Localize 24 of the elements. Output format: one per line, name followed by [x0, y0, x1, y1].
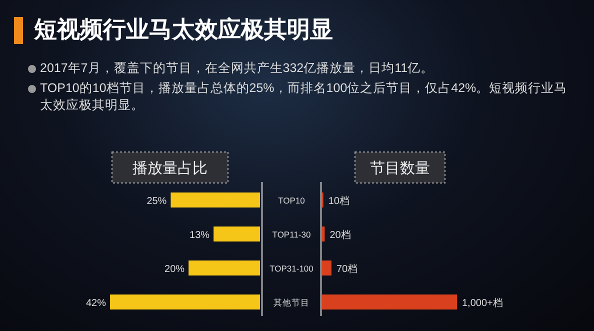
bar [188, 260, 260, 276]
bar [110, 294, 260, 310]
bar [322, 260, 332, 276]
bar [322, 294, 457, 310]
data-label: 20档 [330, 229, 351, 241]
data-label: 1,000+档 [462, 297, 503, 309]
data-label: 42% [86, 298, 106, 309]
y-tick-label: TOP11-30 [272, 230, 311, 240]
bar [170, 192, 260, 208]
y-tick-label: TOP10 [278, 196, 306, 206]
text: 2017年7月，覆盖下的节目，在全网共产生332亿播放量，日均11亿。 [39, 60, 435, 77]
chart-title: 短视频行业马太效应极其明显 [34, 15, 333, 44]
text: TOP10的10档节目，播放量占总体的25%，而排名100位之后节目，仅占42%。短视频行业马太效应极其明显。 [39, 80, 568, 114]
bar [214, 226, 260, 242]
data-label: 25% [146, 196, 167, 207]
chart-subtitle: 节目数量 [370, 160, 430, 177]
data-label: 10档 [328, 195, 350, 207]
bar [322, 226, 325, 242]
y-tick-label: TOP31-100 [270, 264, 314, 274]
data-label: 20% [164, 264, 185, 275]
data-label: 70档 [336, 263, 358, 275]
y-tick-label: 其他节目 [274, 298, 310, 308]
chart-subtitle: 播放量占比 [132, 160, 208, 177]
data-label: 13% [190, 230, 210, 241]
